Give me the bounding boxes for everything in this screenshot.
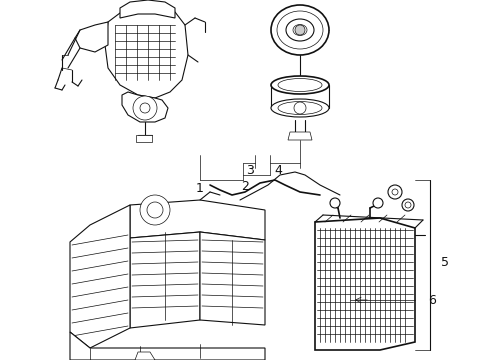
Polygon shape: [315, 218, 415, 350]
Circle shape: [388, 185, 402, 199]
Polygon shape: [120, 0, 175, 18]
Circle shape: [140, 103, 150, 113]
Circle shape: [392, 189, 398, 195]
Circle shape: [330, 198, 340, 208]
Ellipse shape: [278, 78, 322, 91]
Polygon shape: [105, 8, 188, 98]
Polygon shape: [200, 232, 265, 325]
Polygon shape: [135, 352, 155, 360]
Polygon shape: [130, 232, 200, 328]
Circle shape: [402, 199, 414, 211]
Text: 5: 5: [441, 256, 449, 269]
Ellipse shape: [286, 19, 314, 41]
Text: 4: 4: [274, 163, 282, 176]
Text: 2: 2: [241, 180, 249, 193]
Circle shape: [133, 96, 157, 120]
Ellipse shape: [271, 99, 329, 117]
Polygon shape: [288, 132, 312, 140]
Circle shape: [295, 25, 305, 35]
Polygon shape: [130, 200, 265, 240]
Polygon shape: [70, 205, 130, 348]
Ellipse shape: [293, 24, 307, 36]
Text: 6: 6: [428, 293, 436, 306]
Polygon shape: [75, 22, 108, 52]
Ellipse shape: [278, 102, 322, 114]
Polygon shape: [136, 135, 152, 142]
Circle shape: [405, 202, 411, 208]
Circle shape: [147, 202, 163, 218]
Ellipse shape: [271, 76, 329, 94]
Text: 3: 3: [246, 163, 254, 176]
Polygon shape: [122, 92, 168, 122]
Ellipse shape: [271, 5, 329, 55]
Text: 1: 1: [196, 181, 204, 194]
Circle shape: [294, 102, 306, 114]
Circle shape: [373, 198, 383, 208]
Circle shape: [140, 195, 170, 225]
Polygon shape: [70, 332, 265, 360]
Ellipse shape: [277, 11, 323, 49]
